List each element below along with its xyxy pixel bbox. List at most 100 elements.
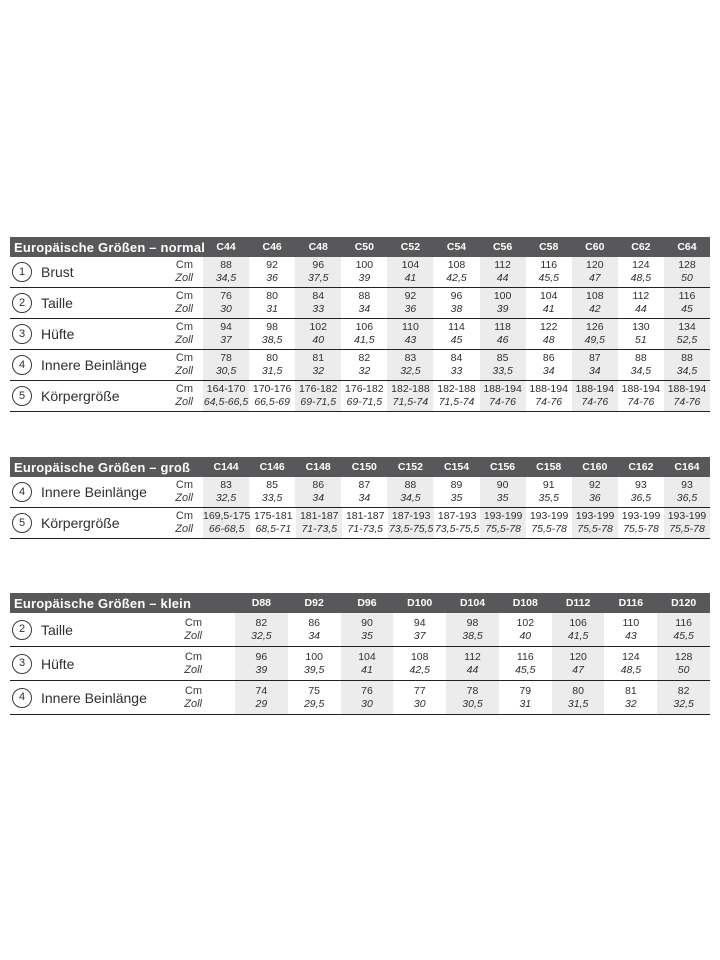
value-cm: 182-188 bbox=[391, 383, 430, 395]
value-zoll: 64,5-66,5 bbox=[203, 396, 249, 408]
column-header: C148 bbox=[305, 461, 331, 473]
table-row: 4 Innere Beinlänge Cm Zoll 74 29 75 29,5 76 30 77 3… bbox=[10, 681, 711, 715]
unit-label-cm: Cm bbox=[175, 321, 193, 333]
unit-label-zoll: Zoll bbox=[184, 629, 202, 642]
value-cm: 86 bbox=[308, 616, 321, 629]
table-header: Europäische Größen – groß C144 C146 C148 C15… bbox=[10, 457, 710, 477]
value-zoll: 34,5 bbox=[215, 272, 237, 284]
value-cm: 193-199 bbox=[483, 510, 523, 522]
value-zoll: 69-71,5 bbox=[300, 396, 337, 408]
data-cell: 116 45,5 bbox=[657, 613, 711, 646]
row-number-badge: 4 bbox=[12, 482, 32, 502]
value-zoll: 31 bbox=[519, 697, 532, 710]
value-zoll: 39,5 bbox=[303, 663, 325, 676]
value-cm: 88 bbox=[358, 290, 371, 302]
row-label-zone: 3 Hüfte Cm Zoll bbox=[10, 319, 203, 349]
value-cm: 96 bbox=[312, 259, 325, 271]
value-cm: 100 bbox=[305, 650, 323, 663]
value-zoll: 74-76 bbox=[627, 396, 655, 408]
data-cell: 80 31,5 bbox=[249, 350, 295, 380]
value-zoll: 66-68,5 bbox=[208, 523, 245, 535]
data-cell: 88 34,5 bbox=[203, 257, 250, 287]
column-header: C46 bbox=[262, 241, 282, 253]
value-cm: 108 bbox=[447, 259, 466, 271]
data-cell: 116 45,5 bbox=[526, 257, 572, 287]
table-title: Europäische Größen – groß bbox=[14, 459, 191, 475]
value-zoll: 30 bbox=[361, 697, 373, 710]
value-cm: 130 bbox=[632, 321, 650, 333]
size-table-klein: Europäische Größen – klein D88 D92 D96 D100 D… bbox=[10, 593, 711, 715]
data-cell: 91 35,5 bbox=[526, 477, 572, 507]
data-cell: 108 42,5 bbox=[393, 647, 446, 680]
data-cell: 88 34,5 bbox=[387, 477, 434, 507]
row-label: Taille bbox=[41, 621, 73, 638]
data-cell: 134 52,5 bbox=[663, 319, 711, 349]
value-cm: 88 bbox=[220, 259, 232, 271]
value-cm: 86 bbox=[312, 479, 325, 491]
row-label: Taille bbox=[41, 295, 73, 311]
data-cell: 86 34 bbox=[288, 613, 341, 646]
value-cm: 134 bbox=[678, 321, 696, 333]
value-zoll: 31,5 bbox=[261, 365, 283, 377]
column-header: C152 bbox=[397, 461, 423, 473]
table-row: 2 Taille Cm Zoll 82 32,5 86 34 90 35 94 37 98 38,5 102… bbox=[10, 613, 711, 647]
row-number-badge: 3 bbox=[12, 324, 32, 344]
column-header: D104 bbox=[459, 597, 486, 609]
unit-labels: Cm Zoll bbox=[148, 352, 193, 378]
value-zoll: 47 bbox=[588, 272, 601, 284]
value-cm: 96 bbox=[450, 290, 463, 302]
unit-label-cm: Cm bbox=[175, 383, 193, 395]
unit-label-cm: Cm bbox=[184, 616, 202, 629]
value-cm: 92 bbox=[588, 479, 601, 491]
value-zoll: 34 bbox=[588, 365, 601, 377]
column-header: C62 bbox=[631, 241, 651, 253]
data-cell: 176-182 69-71,5 bbox=[295, 381, 342, 411]
table-row: 1 Brust Cm Zoll 88 34,5 92 36 96 37,5 100 39 104 41 10… bbox=[10, 257, 711, 288]
column-header: D112 bbox=[565, 597, 591, 609]
unit-labels: Cm Zoll bbox=[157, 685, 202, 711]
value-zoll: 45,5 bbox=[538, 272, 559, 284]
value-cm: 164-170 bbox=[206, 383, 246, 395]
unit-labels: Cm Zoll bbox=[148, 510, 193, 536]
value-zoll: 40 bbox=[312, 334, 325, 346]
value-zoll: 44 bbox=[496, 272, 509, 284]
value-zoll: 75,5-78 bbox=[623, 523, 659, 535]
value-zoll: 74-76 bbox=[581, 396, 609, 408]
data-cell: 188-194 74-76 bbox=[526, 381, 572, 411]
value-zoll: 34 bbox=[358, 492, 371, 504]
value-zoll: 35,5 bbox=[538, 492, 559, 504]
data-cell: 116 45 bbox=[663, 288, 711, 318]
value-zoll: 36,5 bbox=[676, 492, 698, 504]
size-table-normal: Europäische Größen – normal C44 C46 C48 C50 C… bbox=[10, 237, 711, 412]
unit-label-zoll: Zoll bbox=[175, 492, 193, 504]
data-cell: 182-188 71,5-74 bbox=[387, 381, 434, 411]
value-cm: 106 bbox=[355, 321, 374, 333]
size-table-gross: Europäische Größen – groß C144 C146 C148 C15… bbox=[10, 457, 711, 539]
data-cell: 188-194 74-76 bbox=[571, 381, 618, 411]
row-number-badge: 2 bbox=[12, 619, 32, 640]
value-zoll: 32,5 bbox=[215, 492, 237, 504]
data-cell: 114 45 bbox=[433, 319, 479, 349]
value-cm: 74 bbox=[255, 684, 268, 697]
value-cm: 90 bbox=[496, 479, 509, 491]
data-cell: 193-199 75,5-78 bbox=[572, 508, 619, 538]
value-zoll: 32 bbox=[312, 365, 325, 377]
value-zoll: 71-73,5 bbox=[301, 523, 338, 535]
row-label-zone: 3 Hüfte Cm Zoll bbox=[10, 647, 235, 680]
value-zoll: 51 bbox=[635, 334, 647, 346]
value-zoll: 30 bbox=[220, 303, 232, 315]
data-cell: 80 31 bbox=[249, 288, 295, 318]
value-cm: 81 bbox=[625, 684, 637, 697]
value-zoll: 48 bbox=[542, 334, 555, 346]
value-cm: 88 bbox=[404, 479, 417, 491]
value-cm: 89 bbox=[450, 479, 463, 491]
value-cm: 76 bbox=[361, 684, 373, 697]
value-cm: 82 bbox=[677, 684, 690, 697]
value-cm: 181-187 bbox=[299, 510, 339, 522]
value-cm: 114 bbox=[448, 321, 465, 333]
row-label: Körpergröße bbox=[41, 388, 120, 404]
value-zoll: 74-76 bbox=[489, 396, 517, 408]
value-zoll: 75,5-78 bbox=[485, 523, 521, 535]
data-cell: 100 39 bbox=[341, 257, 387, 287]
value-cm: 118 bbox=[494, 321, 511, 333]
